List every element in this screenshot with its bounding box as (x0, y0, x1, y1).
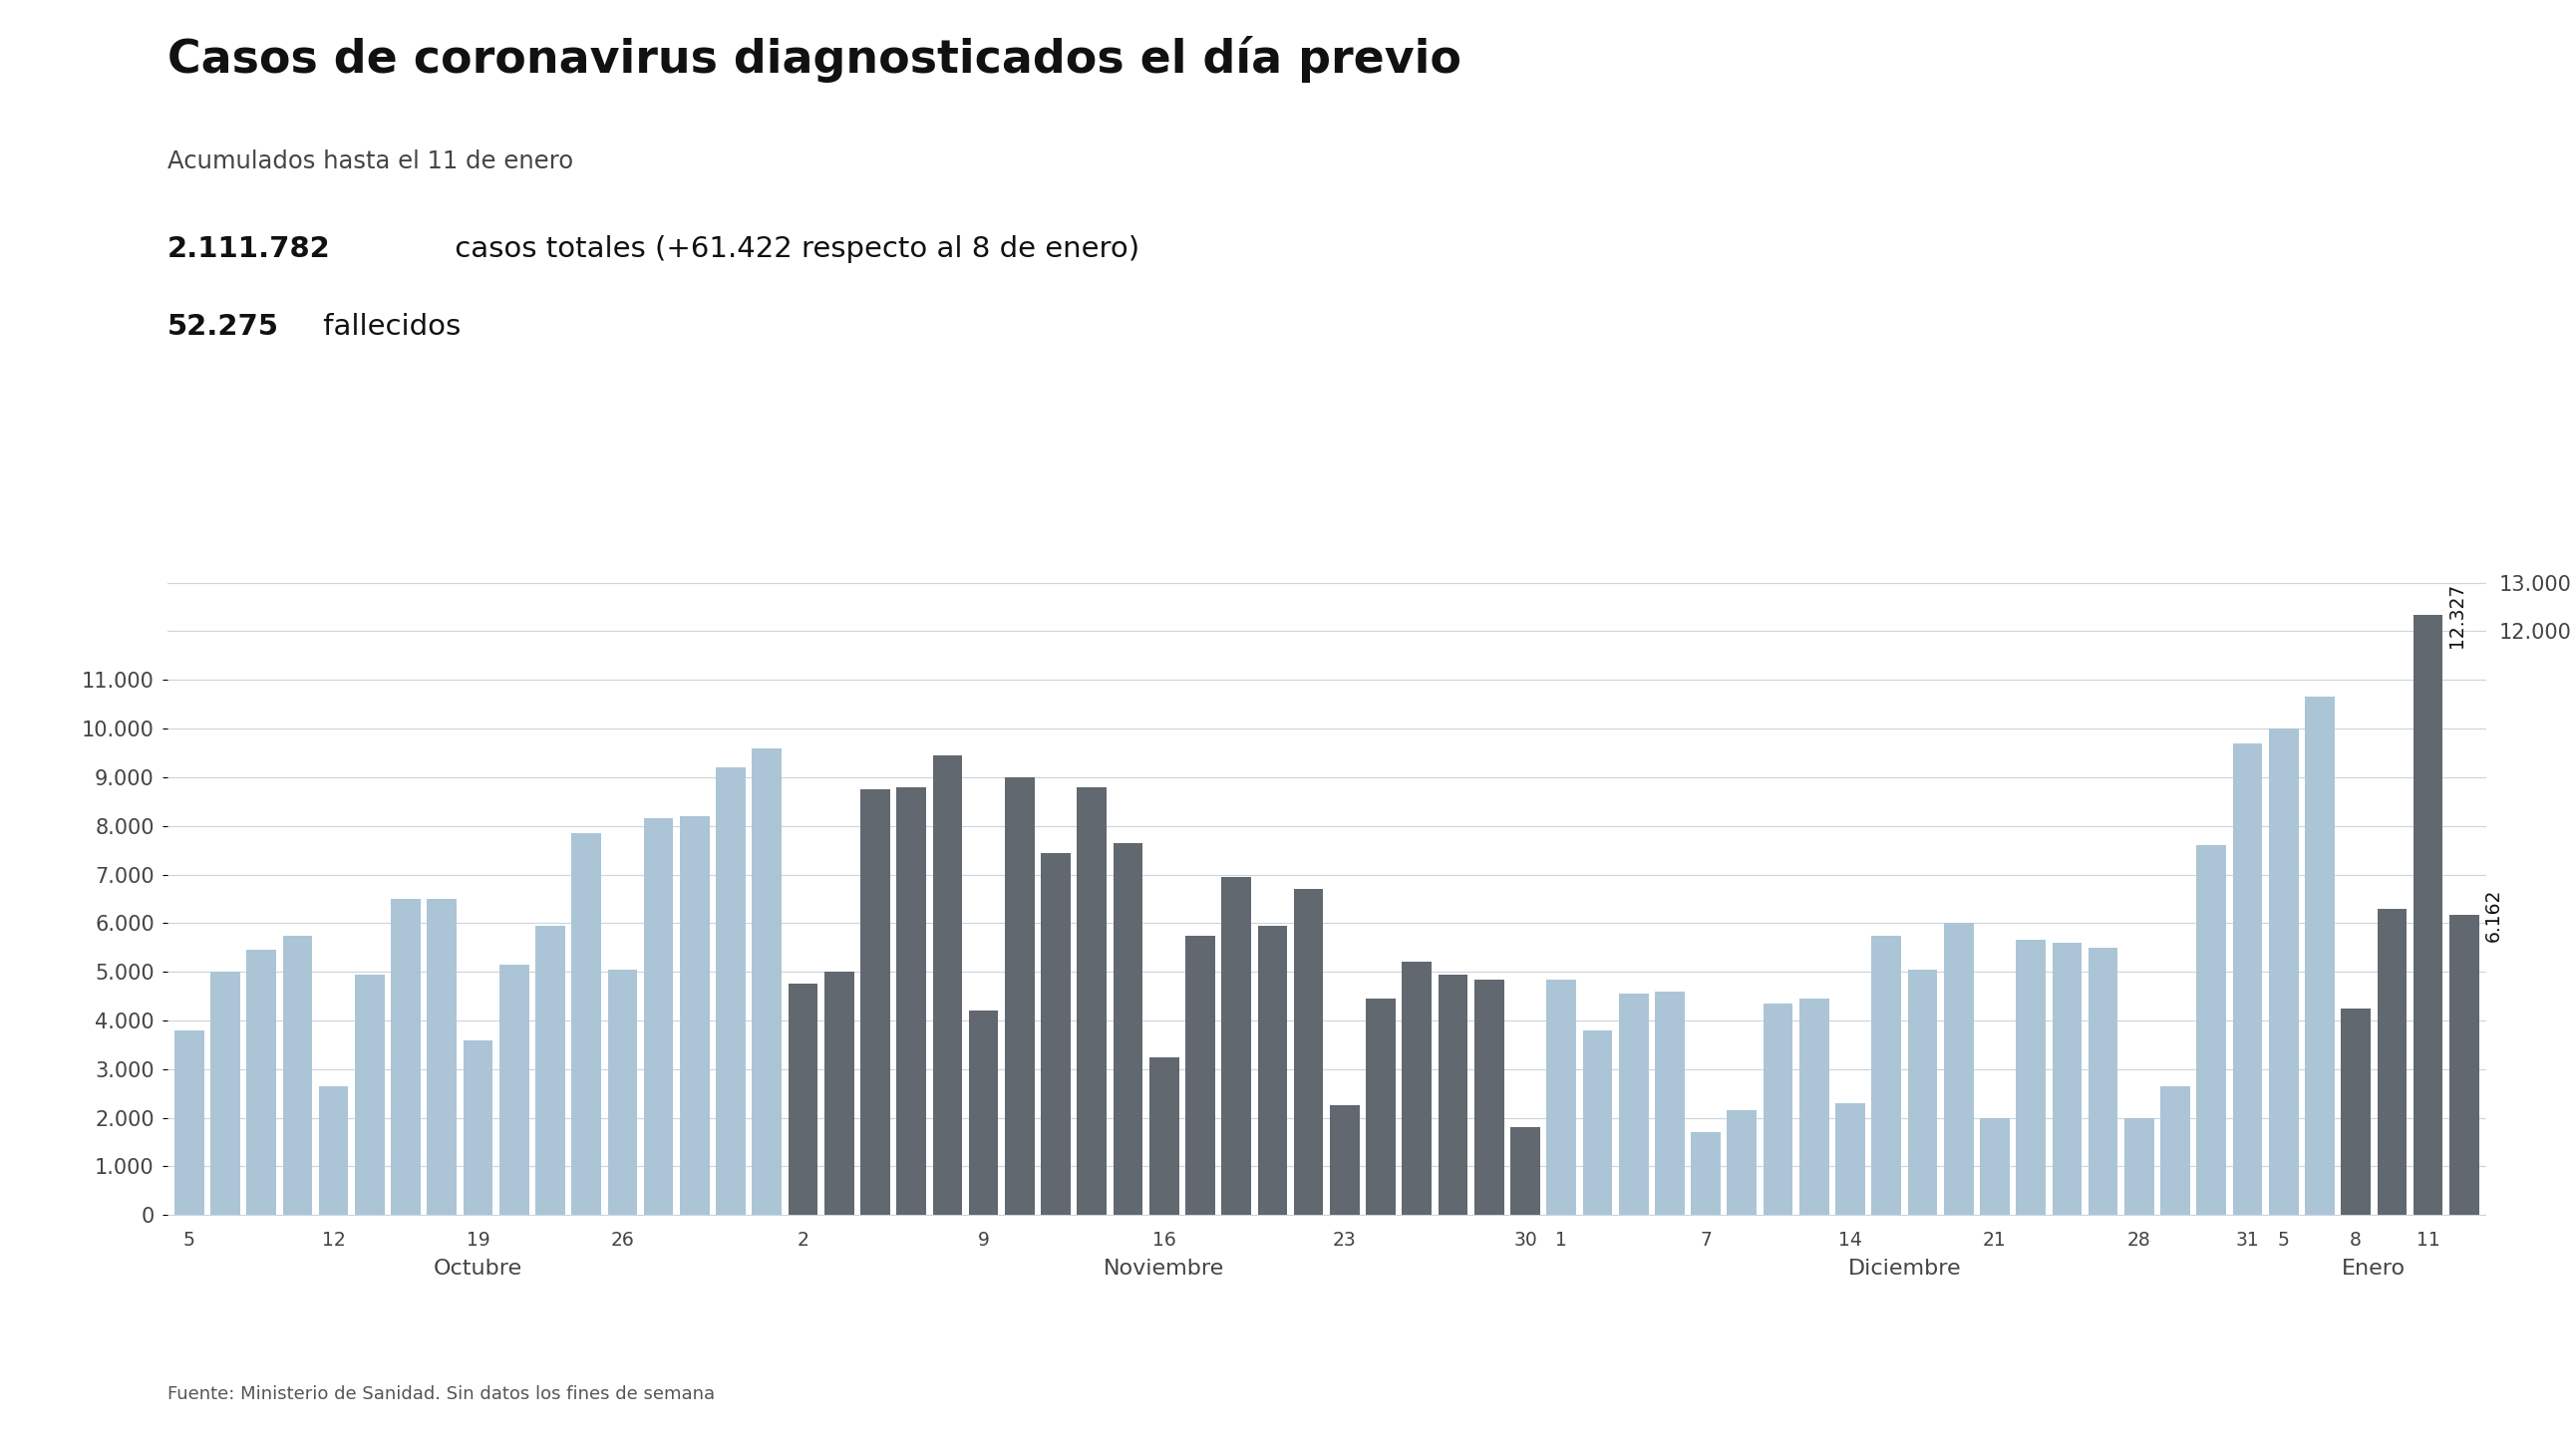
Bar (536, 925, 564, 1215)
Bar (1149, 1057, 1180, 1215)
Bar (1546, 979, 1577, 1215)
Bar (319, 1086, 348, 1215)
Bar (1654, 992, 1685, 1215)
Bar (2053, 942, 2081, 1215)
Bar (860, 789, 891, 1215)
Text: 2: 2 (796, 1231, 809, 1250)
Bar (1401, 963, 1432, 1215)
Bar (716, 767, 744, 1215)
Bar (283, 935, 312, 1215)
Text: 21: 21 (1984, 1231, 2007, 1250)
Bar (2089, 947, 2117, 1215)
Bar (644, 819, 672, 1215)
Text: 1: 1 (1556, 1231, 1566, 1250)
Bar (1801, 999, 1829, 1215)
Bar (355, 974, 384, 1215)
Text: 12.327: 12.327 (2447, 583, 2465, 648)
Bar (1909, 970, 1937, 1215)
Bar (1510, 1128, 1540, 1215)
Bar (1473, 979, 1504, 1215)
Bar (680, 816, 708, 1215)
Bar (1945, 924, 1973, 1215)
Bar (392, 899, 420, 1215)
Bar (2342, 1008, 2370, 1215)
Bar (608, 970, 636, 1215)
Bar (247, 950, 276, 1215)
Text: 8: 8 (2349, 1231, 2362, 1250)
Bar (1690, 1132, 1721, 1215)
Bar (1329, 1106, 1360, 1215)
Bar (2197, 845, 2226, 1215)
Bar (1221, 877, 1252, 1215)
Bar (1726, 1111, 1757, 1215)
Bar (1437, 974, 1468, 1215)
Bar (1257, 925, 1288, 1215)
Text: Enero: Enero (2342, 1259, 2406, 1279)
Bar (2233, 744, 2262, 1215)
Bar (1293, 889, 1324, 1215)
Text: 26: 26 (611, 1231, 634, 1250)
Text: Octubre: Octubre (433, 1259, 523, 1279)
Bar (1873, 935, 1901, 1215)
Text: 7: 7 (1700, 1231, 1710, 1250)
Text: 28: 28 (2128, 1231, 2151, 1250)
Bar (2306, 697, 2334, 1215)
Text: 52.275: 52.275 (167, 313, 278, 341)
Text: 11: 11 (2416, 1231, 2439, 1250)
Bar (500, 964, 528, 1215)
Text: 12: 12 (322, 1231, 345, 1250)
Text: 2.111.782: 2.111.782 (167, 235, 330, 262)
Bar (2378, 909, 2406, 1215)
Text: 5: 5 (2277, 1231, 2290, 1250)
Bar (2017, 940, 2045, 1215)
Text: 23: 23 (1332, 1231, 1358, 1250)
Bar (2450, 915, 2478, 1215)
Text: Casos de coronavirus diagnosticados el día previo: Casos de coronavirus diagnosticados el d… (167, 36, 1461, 83)
Bar (2161, 1086, 2190, 1215)
Text: 19: 19 (466, 1231, 489, 1250)
Bar (2125, 1118, 2154, 1215)
Text: 5: 5 (183, 1231, 196, 1250)
Bar (464, 1040, 492, 1215)
Bar (1113, 842, 1144, 1215)
Bar (2269, 728, 2298, 1215)
Bar (824, 972, 853, 1215)
Text: casos totales (+61.422 respecto al 8 de enero): casos totales (+61.422 respecto al 8 de … (446, 235, 1139, 262)
Text: 6.162: 6.162 (2483, 889, 2504, 942)
Text: Diciembre: Diciembre (1847, 1259, 1960, 1279)
Text: Acumulados hasta el 11 de enero: Acumulados hasta el 11 de enero (167, 149, 574, 173)
Bar (896, 787, 927, 1215)
Text: fallecidos: fallecidos (314, 313, 461, 341)
Bar (1762, 1003, 1793, 1215)
Text: 14: 14 (1839, 1231, 1862, 1250)
Text: Noviembre: Noviembre (1103, 1259, 1224, 1279)
Text: 30: 30 (1515, 1231, 1538, 1250)
Bar (1365, 999, 1396, 1215)
Text: 31: 31 (2236, 1231, 2259, 1250)
Bar (572, 834, 600, 1215)
Bar (1077, 787, 1108, 1215)
Bar (752, 748, 781, 1215)
Bar (428, 899, 456, 1215)
Text: 16: 16 (1151, 1231, 1177, 1250)
Bar (2414, 615, 2442, 1215)
Text: 9: 9 (979, 1231, 989, 1250)
Bar (788, 985, 817, 1215)
Bar (211, 972, 240, 1215)
Bar (1837, 1103, 1865, 1215)
Bar (1041, 853, 1072, 1215)
Bar (175, 1031, 204, 1215)
Bar (1981, 1118, 2009, 1215)
Text: Fuente: Ministerio de Sanidad. Sin datos los fines de semana: Fuente: Ministerio de Sanidad. Sin datos… (167, 1386, 716, 1404)
Bar (1582, 1031, 1613, 1215)
Bar (933, 755, 963, 1215)
Bar (1005, 777, 1036, 1215)
Bar (969, 1011, 999, 1215)
Bar (1618, 993, 1649, 1215)
Bar (1185, 935, 1216, 1215)
